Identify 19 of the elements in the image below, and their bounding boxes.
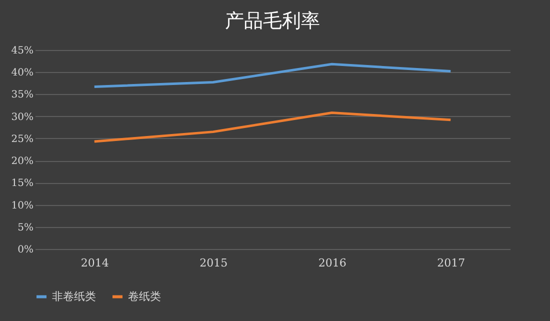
y-tick-label: 40% <box>11 68 34 79</box>
chart-title: 产品毛利率 <box>225 10 320 32</box>
y-tick-label: 45% <box>11 46 34 56</box>
legend-label: 卷纸类 <box>128 290 161 303</box>
y-tick-label: 30% <box>11 112 34 123</box>
y-tick-label: 5% <box>18 222 34 234</box>
y-tick-label: 15% <box>11 178 34 190</box>
y-tick-label: 10% <box>11 200 34 212</box>
x-tick-label: 2017 <box>437 256 466 270</box>
y-tick-label: 25% <box>11 134 34 145</box>
y-tick-label: 0% <box>18 244 34 256</box>
legend-label: 非卷纸类 <box>52 290 96 303</box>
x-tick-label: 2016 <box>318 256 346 270</box>
y-tick-label: 20% <box>11 156 34 168</box>
line-series <box>93 112 452 143</box>
y-tick-label: 35% <box>11 90 34 101</box>
x-tick-label: 2015 <box>200 256 228 270</box>
line-series <box>93 62 452 88</box>
x-tick-label: 2014 <box>80 256 109 270</box>
